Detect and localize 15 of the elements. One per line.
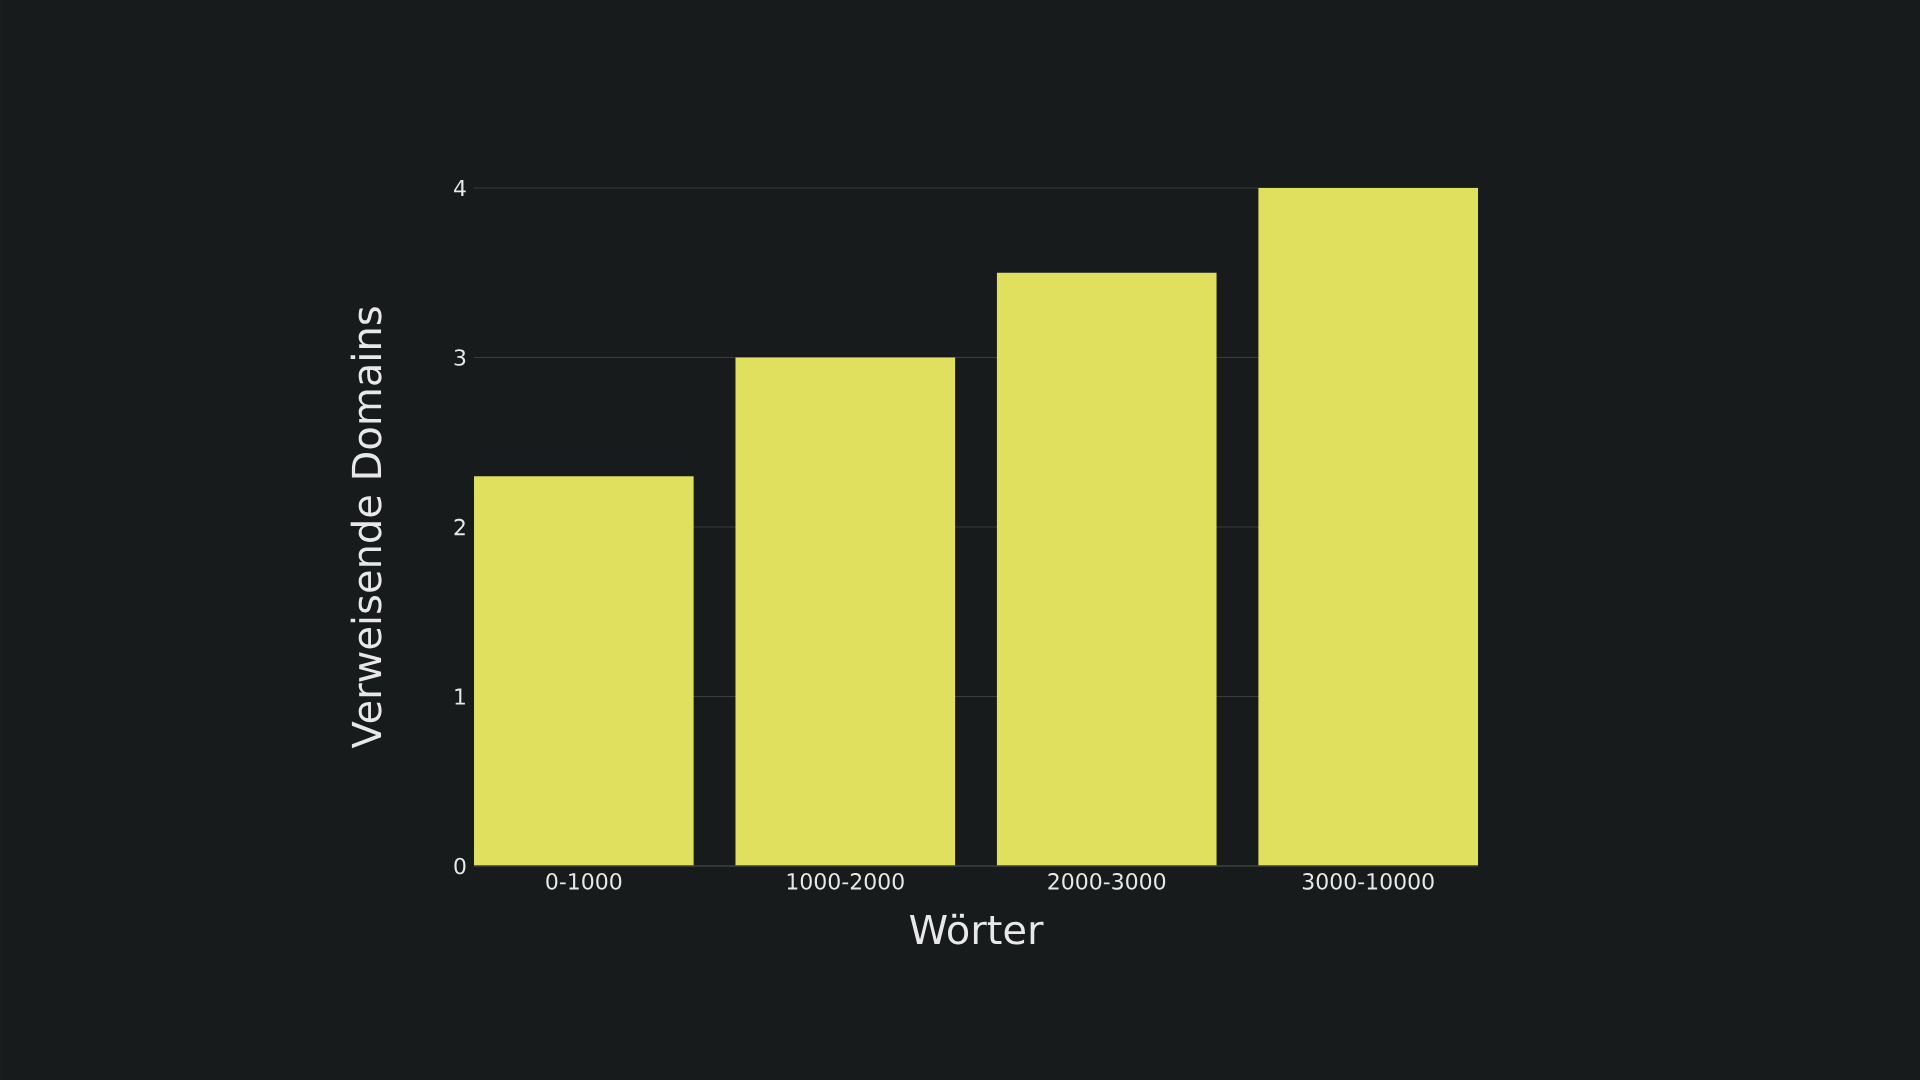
y-tick-label: 3	[454, 349, 466, 366]
y-axis-title: Verweisende Domains	[350, 307, 382, 749]
x-tick-label: 2000-3000	[1048, 873, 1166, 890]
y-tick-label: 4	[454, 179, 466, 197]
x-tick-label: 3000-10000	[1302, 873, 1434, 890]
bar	[735, 357, 956, 866]
y-tick-label: 2	[454, 518, 465, 536]
y-tick-label: 0	[454, 857, 466, 875]
y-tick-label: 1	[455, 688, 465, 705]
x-axis-title: Wörter	[909, 913, 1044, 945]
bar	[1258, 187, 1479, 866]
bar	[996, 272, 1217, 866]
x-tick-label: 0-1000	[546, 873, 622, 890]
bar	[474, 476, 694, 866]
x-tick-label: 1000-2000	[787, 873, 904, 890]
